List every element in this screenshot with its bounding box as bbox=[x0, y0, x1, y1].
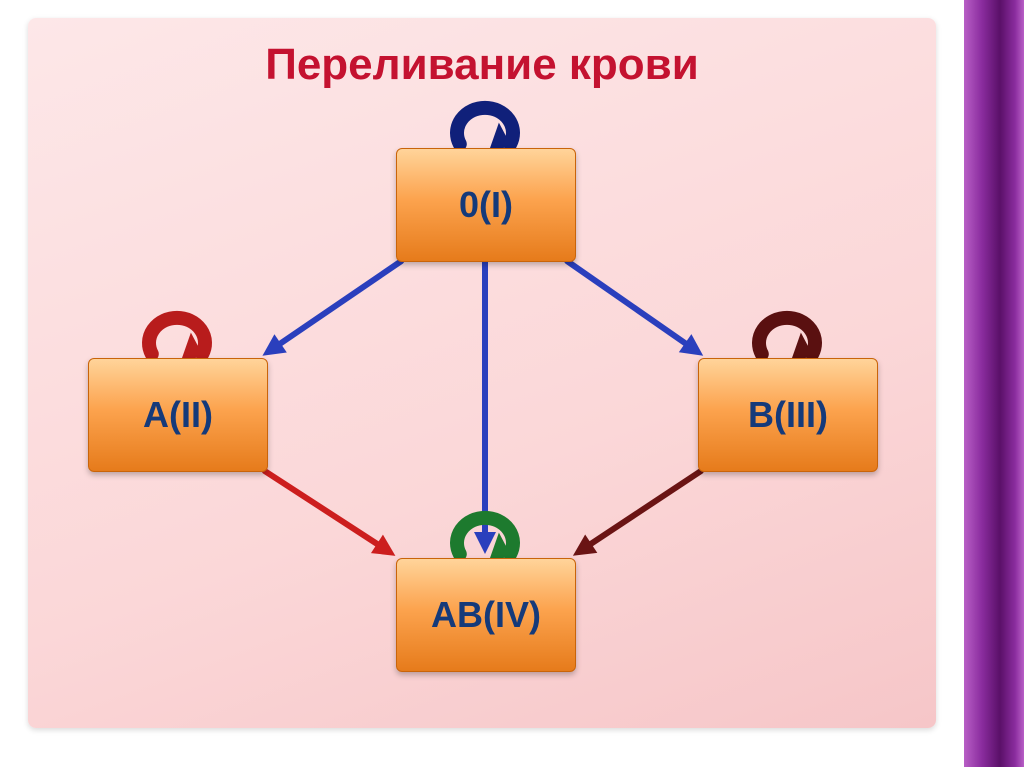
diagram-panel: Переливание крови 0(I) A(II) B(III) AB(I… bbox=[28, 18, 936, 728]
node-label: B(III) bbox=[748, 394, 828, 436]
node-b-iii: B(III) bbox=[698, 358, 878, 472]
node-label: 0(I) bbox=[459, 184, 513, 226]
slide-title: Переливание крови bbox=[28, 40, 936, 90]
node-ab-iv: AB(IV) bbox=[396, 558, 576, 672]
node-o-i: 0(I) bbox=[396, 148, 576, 262]
slide: Переливание крови 0(I) A(II) B(III) AB(I… bbox=[0, 0, 1024, 767]
decorative-right-strip bbox=[964, 0, 1024, 767]
node-label: AB(IV) bbox=[431, 594, 541, 636]
node-a-ii: A(II) bbox=[88, 358, 268, 472]
node-label: A(II) bbox=[143, 394, 213, 436]
